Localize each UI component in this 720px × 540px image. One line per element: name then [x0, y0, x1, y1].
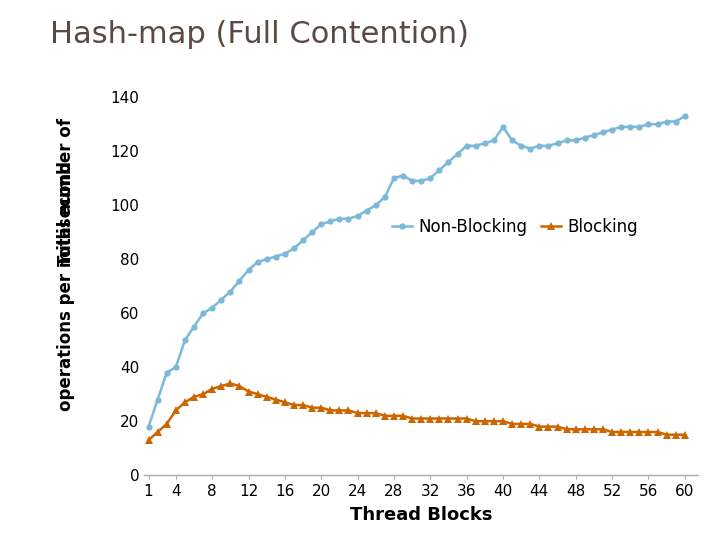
Blocking: [490, 418, 498, 424]
Line: Blocking: Blocking: [145, 380, 688, 444]
Blocking: [244, 388, 253, 395]
Blocking: [326, 407, 335, 414]
Blocking: [335, 407, 343, 414]
Non-Blocking: [326, 218, 335, 225]
Blocking: [226, 380, 235, 387]
X-axis label: Thread Blocks: Thread Blocks: [350, 506, 492, 524]
Line: Non-Blocking: Non-Blocking: [145, 113, 688, 430]
Blocking: [680, 431, 689, 438]
Non-Blocking: [317, 221, 325, 227]
Text: Total number of: Total number of: [58, 118, 76, 266]
Non-Blocking: [480, 140, 489, 146]
Legend: Non-Blocking, Blocking: Non-Blocking, Blocking: [385, 211, 645, 242]
Non-Blocking: [680, 113, 689, 119]
Non-Blocking: [235, 278, 244, 284]
Text: Hash-map (Full Contention): Hash-map (Full Contention): [50, 19, 469, 49]
Text: operations per millisecond: operations per millisecond: [58, 161, 76, 411]
Non-Blocking: [144, 423, 153, 430]
Blocking: [308, 404, 317, 411]
Blocking: [289, 402, 298, 408]
Non-Blocking: [281, 251, 289, 257]
Non-Blocking: [299, 237, 307, 244]
Blocking: [144, 437, 153, 443]
